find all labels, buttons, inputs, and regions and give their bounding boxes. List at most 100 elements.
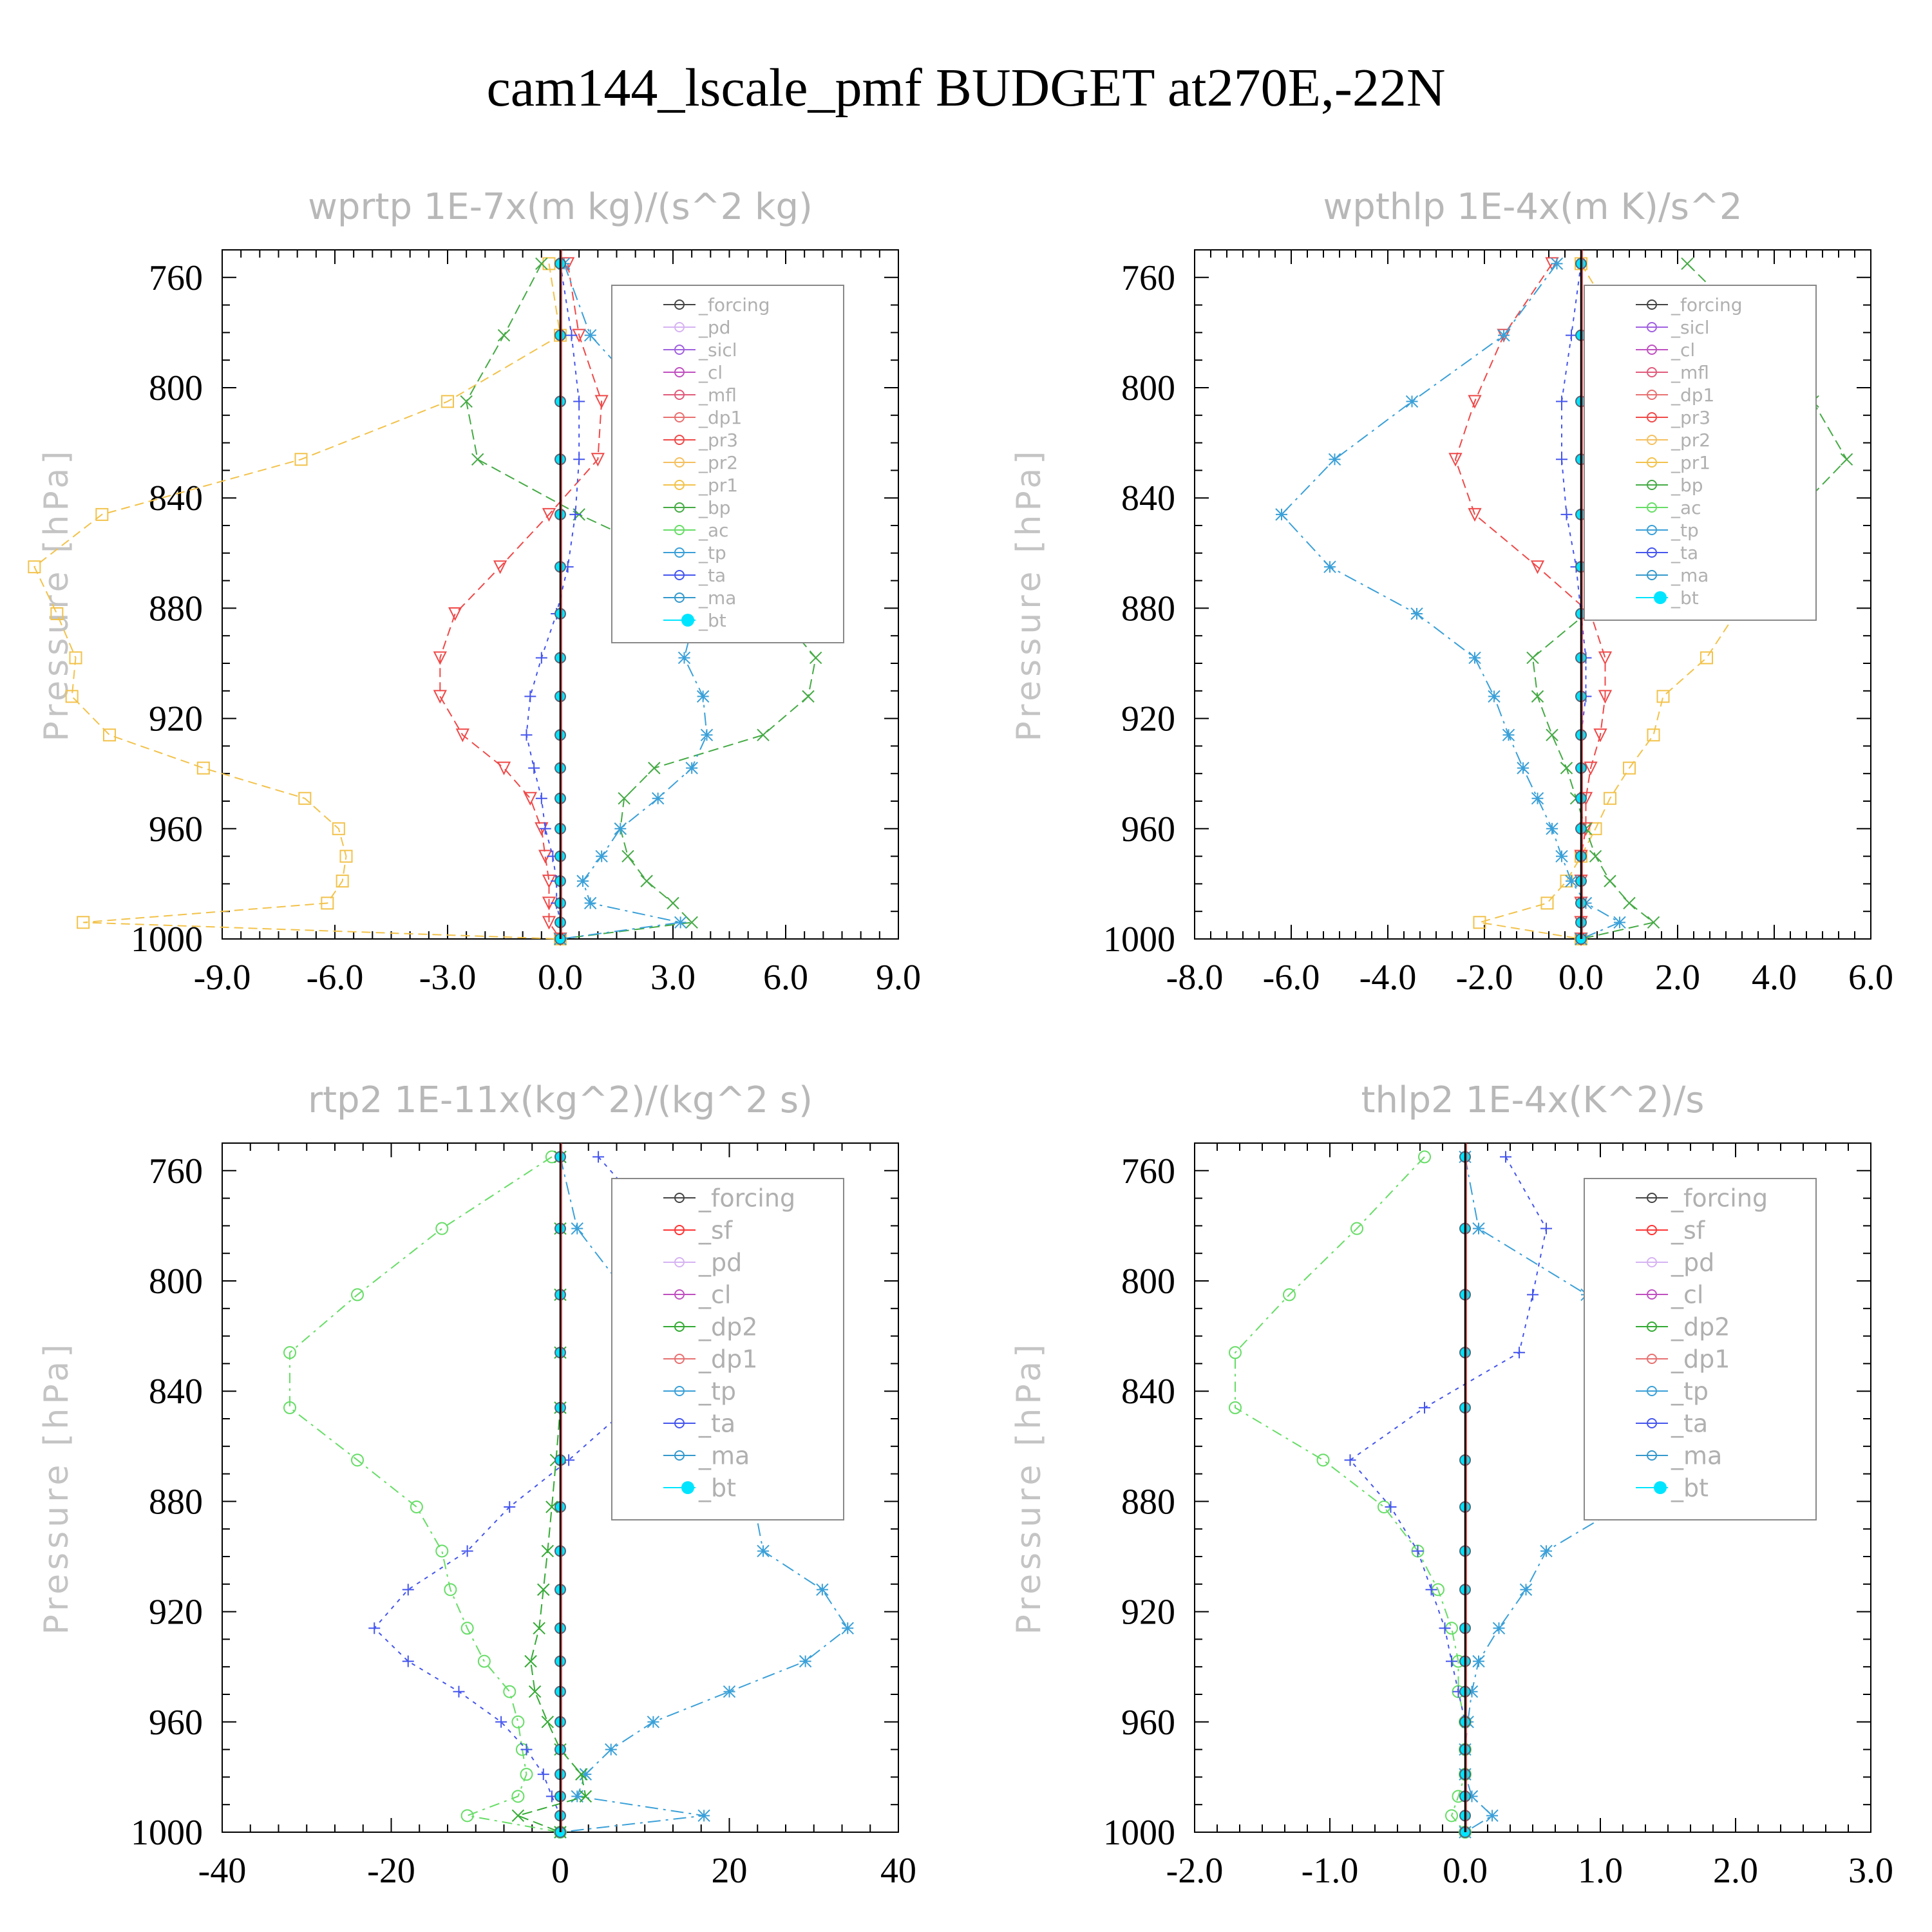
x-tick-label: 1.0 — [1578, 1851, 1623, 1891]
data-point — [402, 1655, 414, 1667]
data-point — [1419, 1401, 1430, 1414]
panel-title: wprtp 1E-7x(m kg)/(s^2 kg) — [308, 186, 813, 228]
y-tick-label: 960 — [149, 810, 203, 849]
series-tp — [1275, 257, 1626, 945]
data-point — [1513, 1347, 1525, 1359]
data-point — [460, 395, 473, 408]
legend-entry: _dp1 — [1671, 384, 1714, 406]
data-point — [648, 761, 661, 775]
data-point — [298, 791, 312, 805]
legend-entry: _ma — [698, 1441, 750, 1470]
data-point — [1647, 728, 1660, 742]
x-tick-label: -1.0 — [1302, 1851, 1359, 1891]
x-tick-label: 9.0 — [876, 958, 921, 998]
data-point — [1546, 822, 1558, 835]
data-point — [651, 792, 665, 805]
y-tick-label: 760 — [149, 1151, 203, 1191]
data-point — [1323, 560, 1336, 573]
data-point — [647, 1716, 660, 1728]
x-tick-label: 3.0 — [1848, 1851, 1893, 1891]
y-tick-label: 880 — [149, 1482, 203, 1522]
data-point — [448, 607, 462, 621]
data-point — [1446, 1655, 1457, 1667]
legend-entry: _dp1 — [1671, 1345, 1730, 1373]
y-tick-label: 1000 — [131, 920, 203, 960]
legend-entry: _ta — [1671, 542, 1698, 564]
legend-entry: _bp — [1671, 475, 1703, 496]
data-point — [528, 1685, 542, 1698]
data-point — [583, 896, 597, 910]
panel-4: thlp2 1E-4x(K^2)/s Pressure [hPa] 760 800 84… — [1010, 1079, 1893, 1891]
legend-entry: _sf — [698, 1216, 734, 1244]
data-point — [614, 822, 627, 835]
legend-entry: _tp — [1671, 1377, 1709, 1405]
panel-1: wprtp 1E-7x(m kg)/(s^2 kg) Pressure [hPa]… — [28, 186, 921, 998]
data-point — [697, 1809, 710, 1823]
legend-marker — [674, 480, 685, 490]
y-tick-label: 800 — [149, 368, 203, 408]
legend-marker — [1647, 322, 1657, 332]
data-point — [1488, 690, 1501, 703]
legend-entry: _ma — [1671, 565, 1709, 586]
data-point — [809, 651, 822, 665]
data-point — [1531, 690, 1544, 703]
data-point — [503, 1685, 516, 1698]
data-point — [336, 875, 349, 888]
y-tick-label: 1000 — [1103, 920, 1175, 960]
legend-marker — [674, 1354, 685, 1364]
data-point — [674, 916, 687, 929]
y-tick-label: 800 — [1121, 1262, 1175, 1302]
data-point — [497, 761, 511, 775]
x-tick-label: -40 — [198, 1851, 247, 1891]
legend-marker — [1647, 1193, 1657, 1203]
data-point — [685, 761, 698, 775]
legend-entry: _forcing — [1671, 1184, 1768, 1212]
data-point — [1623, 896, 1636, 910]
legend-entry: _ma — [698, 587, 736, 609]
y-tick-label: 800 — [1121, 368, 1175, 408]
y-tick-label: 920 — [149, 699, 203, 739]
y-tick-label: 760 — [1121, 1151, 1175, 1191]
legend-entry: _ta — [698, 565, 726, 586]
series-dp2 — [511, 1150, 592, 1839]
x-tick-label: 20 — [712, 1851, 748, 1891]
legend-entry: _pr3 — [1671, 407, 1710, 428]
data-point — [802, 690, 815, 703]
y-axis-label: Pressure [hPa] — [37, 1341, 76, 1635]
data-point — [565, 329, 578, 341]
data-point — [1448, 453, 1463, 467]
legend-marker — [674, 1225, 685, 1235]
legend-entry: _pr2 — [698, 452, 738, 473]
y-tick-label: 960 — [1121, 810, 1175, 849]
data-point — [1604, 791, 1616, 805]
legend-marker — [1647, 1418, 1657, 1428]
legend-entry: _mfl — [1671, 362, 1709, 383]
y-tick-label: 840 — [149, 1372, 203, 1412]
legend-entry: _forcing — [698, 1184, 795, 1212]
legend-marker — [1647, 1257, 1657, 1267]
legend-marker — [674, 1257, 685, 1267]
x-tick-label: -2.0 — [1456, 958, 1513, 998]
y-tick-label: 760 — [149, 258, 203, 298]
data-point — [28, 560, 41, 574]
data-point — [535, 792, 547, 804]
series-dp1 — [283, 1150, 567, 1839]
legend-marker — [1647, 525, 1657, 535]
legend-marker — [1647, 1386, 1657, 1396]
data-point — [1565, 875, 1578, 887]
x-tick-label: -6.0 — [1263, 958, 1320, 998]
x-tick-label: 6.0 — [1848, 958, 1893, 998]
legend: _forcing_sicl_cl_mfl_dp1_pr3_pr2_pr1_bp_… — [1584, 285, 1817, 621]
y-tick-label: 880 — [1121, 1482, 1175, 1522]
data-point — [1560, 508, 1573, 520]
legend-entry: _ac — [698, 520, 729, 541]
legend-marker — [681, 614, 694, 627]
y-tick-label: 920 — [149, 1593, 203, 1633]
data-point — [95, 507, 109, 521]
data-point — [1344, 1454, 1356, 1466]
data-point — [1604, 875, 1616, 887]
figure-title: cam144_lscale_pmf BUDGET at270E,-22N — [486, 58, 1446, 118]
legend-entry: _mfl — [698, 384, 737, 406]
data-point — [455, 728, 469, 743]
